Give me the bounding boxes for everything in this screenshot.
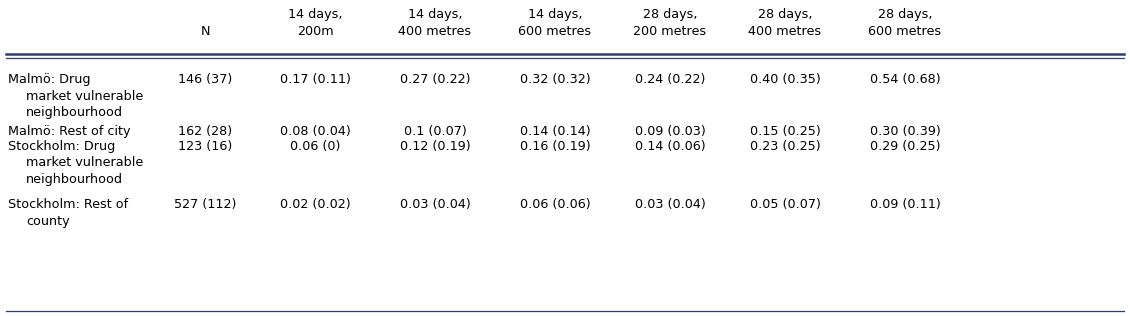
Text: 0.09 (0.11): 0.09 (0.11) [870, 198, 940, 211]
Text: 400 metres: 400 metres [399, 25, 471, 38]
Text: 28 days,: 28 days, [878, 8, 932, 21]
Text: Malmö: Rest of city: Malmö: Rest of city [8, 125, 130, 138]
Text: 200 metres: 200 metres [634, 25, 706, 38]
Text: 14 days,: 14 days, [528, 8, 582, 21]
Text: market vulnerable: market vulnerable [26, 156, 144, 169]
Text: 0.15 (0.25): 0.15 (0.25) [749, 125, 820, 138]
Text: 28 days,: 28 days, [758, 8, 812, 21]
Text: 527 (112): 527 (112) [174, 198, 236, 211]
Text: 0.32 (0.32): 0.32 (0.32) [520, 73, 590, 86]
Text: 0.03 (0.04): 0.03 (0.04) [635, 198, 705, 211]
Text: 0.54 (0.68): 0.54 (0.68) [870, 73, 940, 86]
Text: 14 days,: 14 days, [288, 8, 342, 21]
Text: 0.30 (0.39): 0.30 (0.39) [870, 125, 940, 138]
Text: 0.17 (0.11): 0.17 (0.11) [279, 73, 350, 86]
Text: county: county [26, 215, 70, 228]
Text: neighbourhood: neighbourhood [26, 173, 123, 186]
Text: 0.24 (0.22): 0.24 (0.22) [635, 73, 705, 86]
Text: 146 (37): 146 (37) [177, 73, 232, 86]
Text: 0.06 (0.06): 0.06 (0.06) [520, 198, 590, 211]
Text: Malmö: Drug: Malmö: Drug [8, 73, 90, 86]
Text: market vulnerable: market vulnerable [26, 89, 144, 102]
Text: 0.02 (0.02): 0.02 (0.02) [280, 198, 350, 211]
Text: 0.29 (0.25): 0.29 (0.25) [870, 140, 940, 153]
Text: 0.08 (0.04): 0.08 (0.04) [279, 125, 350, 138]
Text: 123 (16): 123 (16) [177, 140, 232, 153]
Text: 0.03 (0.04): 0.03 (0.04) [400, 198, 470, 211]
Text: 0.16 (0.19): 0.16 (0.19) [520, 140, 590, 153]
Text: neighbourhood: neighbourhood [26, 106, 123, 119]
Text: 400 metres: 400 metres [748, 25, 822, 38]
Text: 28 days,: 28 days, [643, 8, 697, 21]
Text: Stockholm: Rest of: Stockholm: Rest of [8, 198, 128, 211]
Text: 0.14 (0.14): 0.14 (0.14) [520, 125, 590, 138]
Text: N: N [200, 25, 210, 38]
Text: 14 days,: 14 days, [408, 8, 462, 21]
Text: 600 metres: 600 metres [519, 25, 592, 38]
Text: 0.12 (0.19): 0.12 (0.19) [400, 140, 470, 153]
Text: Stockholm: Drug: Stockholm: Drug [8, 140, 115, 153]
Text: 0.14 (0.06): 0.14 (0.06) [635, 140, 705, 153]
Text: 0.23 (0.25): 0.23 (0.25) [749, 140, 820, 153]
Text: 0.1 (0.07): 0.1 (0.07) [403, 125, 467, 138]
Text: 0.40 (0.35): 0.40 (0.35) [749, 73, 820, 86]
Text: 0.06 (0): 0.06 (0) [289, 140, 340, 153]
Text: 0.27 (0.22): 0.27 (0.22) [400, 73, 470, 86]
Text: 200m: 200m [297, 25, 333, 38]
Text: 0.05 (0.07): 0.05 (0.07) [749, 198, 820, 211]
Text: 162 (28): 162 (28) [177, 125, 232, 138]
Text: 0.09 (0.03): 0.09 (0.03) [635, 125, 705, 138]
Text: 600 metres: 600 metres [869, 25, 941, 38]
